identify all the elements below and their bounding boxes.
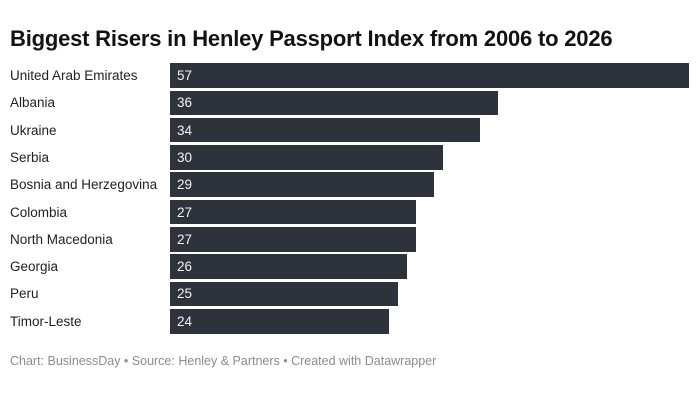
category-label: Peru <box>10 286 39 302</box>
bar-area: 24 <box>170 308 689 335</box>
bar-area: 26 <box>170 253 689 280</box>
bar: 26 <box>170 254 407 279</box>
page-title: Biggest Risers in Henley Passport Index … <box>10 26 613 51</box>
chart-row: North Macedonia 27 <box>10 226 689 253</box>
bar-area: 25 <box>170 280 689 307</box>
category-label: Georgia <box>10 259 59 275</box>
category-label: Bosnia and Herzegovina <box>10 177 158 193</box>
category-label: United Arab Emirates <box>10 68 138 84</box>
bar: 27 <box>170 227 416 252</box>
chart-row: Ukraine 34 <box>10 117 689 144</box>
bar: 34 <box>170 117 480 143</box>
bar: 29 <box>170 172 435 198</box>
chart-row: Serbia 30 <box>10 144 689 171</box>
bar: 25 <box>170 281 398 307</box>
chart-row: Timor-Leste 24 <box>10 308 689 335</box>
category-label: Timor-Leste <box>10 313 82 329</box>
category-label: Albania <box>10 95 56 111</box>
value-label: 24 <box>177 313 193 329</box>
bar-area: 30 <box>170 144 689 171</box>
bar-area: 27 <box>170 226 689 253</box>
value-label: 34 <box>177 122 193 138</box>
value-label: 25 <box>177 286 193 302</box>
category-label: North Macedonia <box>10 231 113 247</box>
value-label: 27 <box>177 204 193 220</box>
chart-row: United Arab Emirates 57 <box>10 62 689 89</box>
chart-row: Georgia 26 <box>10 253 689 280</box>
value-label: 36 <box>177 95 193 111</box>
value-label: 57 <box>177 68 193 84</box>
bar: 57 <box>170 63 689 88</box>
bar: 30 <box>170 145 444 170</box>
chart-row: Albania 36 <box>10 89 689 116</box>
bar-area: 34 <box>170 117 689 144</box>
bar: 24 <box>170 308 389 334</box>
category-label: Serbia <box>10 149 50 165</box>
bar: 27 <box>170 199 416 225</box>
footer-credit: Chart: BusinessDay • Source: Henley & Pa… <box>10 353 437 368</box>
value-label: 26 <box>177 259 193 275</box>
chart-rows: United Arab Emirates 57 Albania 36 Ukraine 34… <box>10 62 689 335</box>
bar-area: 27 <box>170 198 689 225</box>
bar-area: 29 <box>170 171 689 198</box>
chart-row: Peru 25 <box>10 280 689 307</box>
value-label: 29 <box>177 177 193 193</box>
value-label: 27 <box>177 231 193 247</box>
category-label: Colombia <box>10 204 68 220</box>
value-label: 30 <box>177 149 193 165</box>
bar-area: 57 <box>170 62 689 89</box>
bar-area: 36 <box>170 89 689 116</box>
chart-row: Bosnia and Herzegovina 29 <box>10 171 689 198</box>
category-label: Ukraine <box>10 122 57 138</box>
chart-row: Colombia 27 <box>10 198 689 225</box>
bar: 36 <box>170 90 498 116</box>
